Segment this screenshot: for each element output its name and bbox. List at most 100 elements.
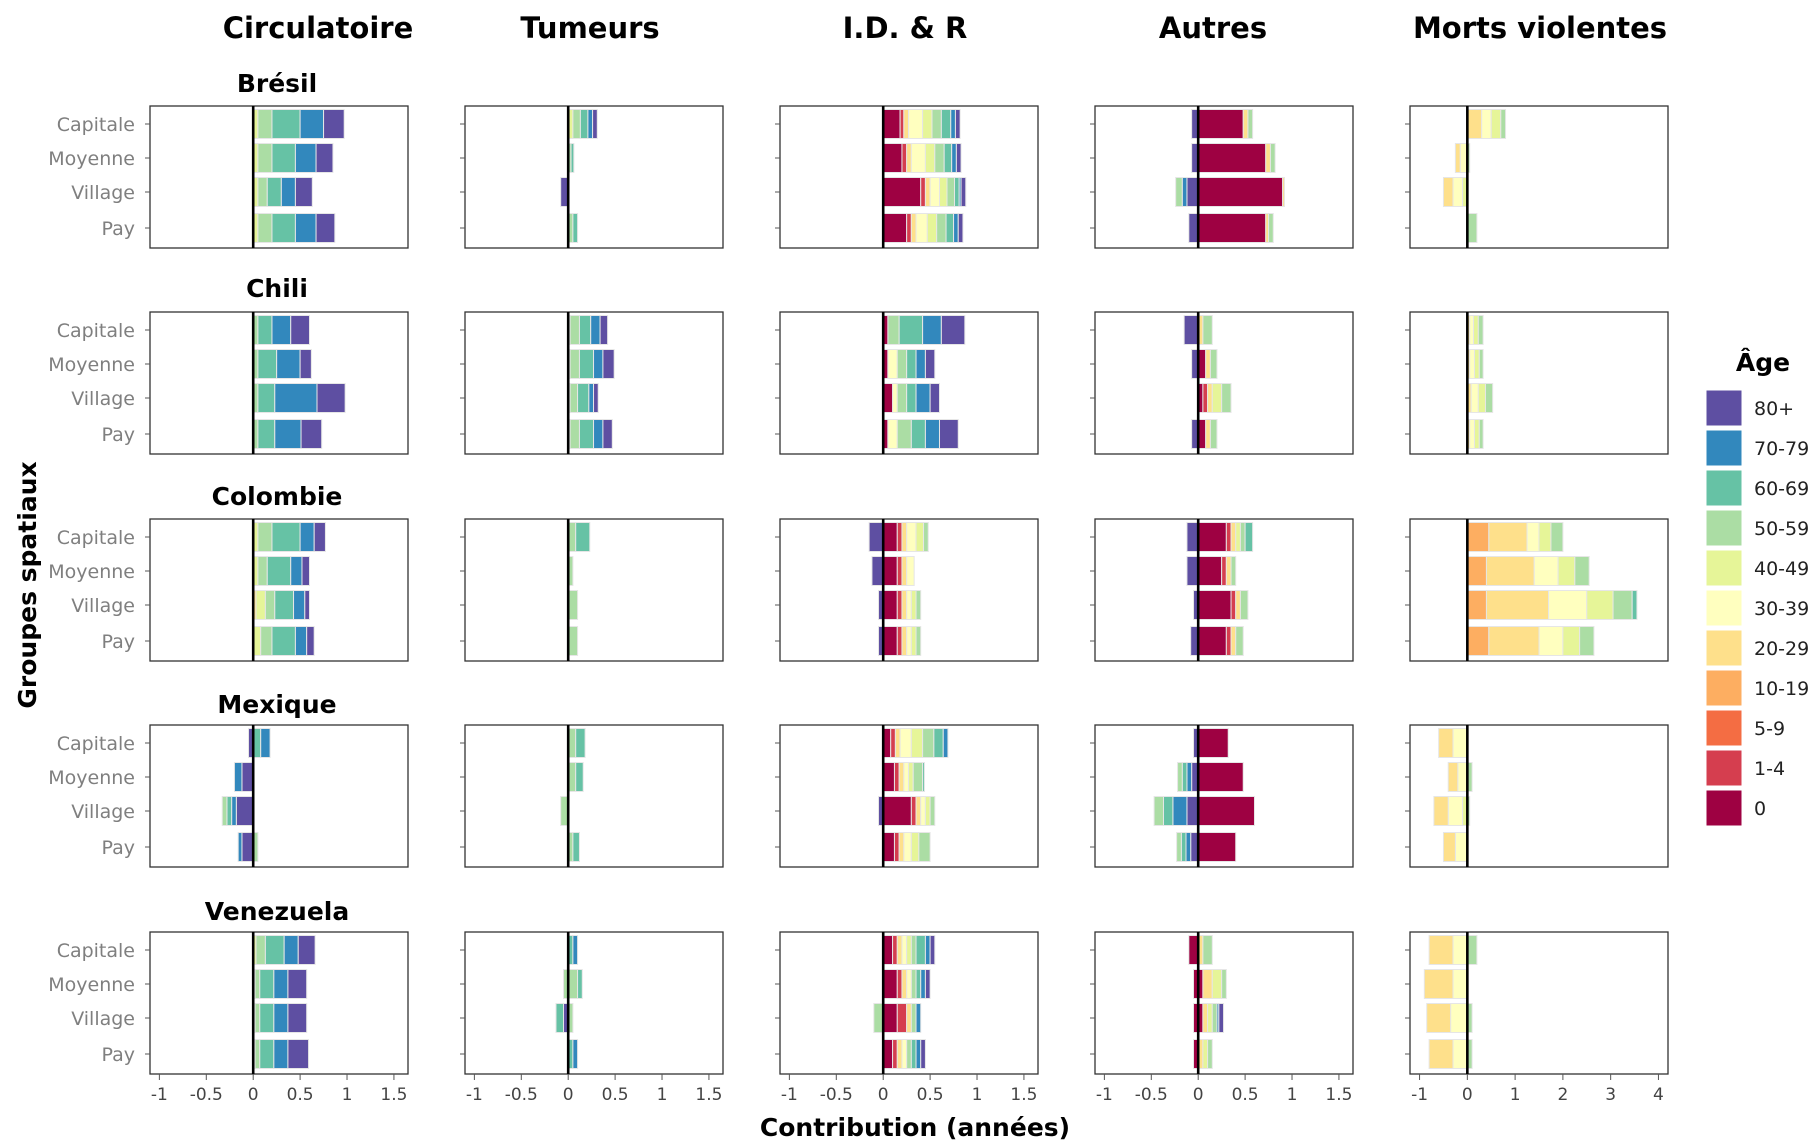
x-tick-label-circulatoire-4: 1: [342, 1085, 353, 1105]
bar-segment-chili-circulatoire-village-age-80: [316, 383, 346, 413]
bar-segment-chili-circulatoire-moyenne-age-80: [299, 349, 312, 379]
bar-segment-chili-i-d-r-moyenne-age-70-79: [915, 349, 926, 379]
bar-segment-bresil-i-d-r-capitale-age-30-39: [908, 109, 924, 139]
bar-segment-colombie-morts-violentes-moyenne-age-10-19: [1466, 556, 1487, 586]
bar-segment-bresil-i-d-r-village-age-40-49: [938, 177, 948, 207]
bar-segment-colombie-circulatoire-village-age-50-59: [264, 590, 276, 620]
bar-segment-venezuela-i-d-r-capitale-age-80: [929, 935, 936, 965]
bar-segment-colombie-autres-capitale-age-0: [1197, 522, 1227, 552]
bar-segment-chili-circulatoire-capitale-age-60-69: [257, 315, 273, 345]
bar-segment-colombie-i-d-r-capitale-age-40-49: [915, 522, 925, 552]
bar-segment-neg-mexique-autres-moyenne-age-60-69: [1181, 762, 1188, 792]
bar-segment-chili-circulatoire-capitale-age-80: [290, 315, 310, 345]
row-title-venezuela: Venezuela: [205, 897, 349, 926]
bar-segment-colombie-morts-violentes-village-age-10-19: [1466, 590, 1487, 620]
bar-segment-colombie-circulatoire-moyenne-age-60-69: [266, 556, 292, 586]
bar-segment-venezuela-i-d-r-capitale-age-30-39: [901, 935, 908, 965]
bar-segment-neg-mexique-autres-village-age-50-59: [1153, 796, 1164, 826]
bar-segment-chili-i-d-r-moyenne-age-60-69: [906, 349, 917, 379]
bar-segment-colombie-autres-capitale-age-40-49: [1235, 522, 1241, 552]
legend-title: Âge: [1736, 348, 1790, 377]
bar-segment-bresil-autres-village-age-20-29: [1282, 177, 1286, 207]
bar-segment-mexique-i-d-r-capitale-age-60-69: [933, 728, 944, 758]
bar-segment-colombie-morts-violentes-pay-age-30-39: [1538, 626, 1564, 656]
bar-segment-venezuela-tumeurs-moyenne-age-60-69: [577, 969, 583, 999]
bar-segment-chili-autres-village-age-40-49: [1211, 383, 1223, 413]
bar-segment-neg-mexique-circulatoire-village-age-50-59: [221, 796, 228, 826]
bar-segment-neg-mexique-autres-moyenne-age-70-79: [1186, 762, 1193, 792]
bar-segment-mexique-i-d-r-pay-age-20-29: [898, 832, 905, 862]
bar-segment-chili-tumeurs-pay-age-60-69: [578, 419, 595, 449]
bar-segment-colombie-autres-capitale-age-50-59: [1239, 522, 1246, 552]
bar-segment-mexique-i-d-r-village-age-40-49: [924, 796, 931, 826]
bar-segment-colombie-i-d-r-moyenne-age-1-4: [896, 556, 903, 586]
bar-segment-chili-i-d-r-capitale-age-50-59: [887, 315, 900, 345]
bar-segment-chili-morts-violentes-capitale-age-50-59: [1477, 315, 1484, 345]
bar-segment-chili-tumeurs-village-age-80: [593, 383, 599, 413]
bar-segment-colombie-morts-violentes-moyenne-age-50-59: [1574, 556, 1590, 586]
panel-chili-circulatoire: [145, 311, 409, 455]
bar-segment-chili-autres-capitale-age-50-59: [1202, 315, 1213, 345]
bar-segment-venezuela-circulatoire-moyenne-age-80: [287, 969, 308, 999]
x-tick-label-circulatoire-1: -0.5: [190, 1085, 223, 1105]
group-label-venezuela-capitale: Capitale: [57, 940, 135, 962]
panel-frame: [464, 931, 724, 1075]
column-title-circulatoire: Circulatoire: [223, 11, 414, 45]
bar-segment-venezuela-circulatoire-village-age-80: [287, 1003, 308, 1033]
row-title-chili: Chili: [246, 274, 308, 303]
bar-segment-neg-venezuela-morts-violentes-moyenne-age-20-29: [1423, 969, 1454, 999]
bar-segment-venezuela-i-d-r-moyenne-age-30-39: [906, 969, 912, 999]
column-title-i-d-r: I.D. & R: [843, 11, 968, 45]
bar-segment-colombie-autres-moyenne-age-0: [1197, 556, 1223, 586]
bar-segment-mexique-i-d-r-moyenne-age-1-4: [893, 762, 900, 792]
bar-segment-venezuela-i-d-r-moyenne-age-80: [924, 969, 931, 999]
bar-segment-chili-autres-pay-age-20-29: [1205, 419, 1211, 449]
bar-segment-venezuela-i-d-r-village-age-20-29: [906, 1003, 912, 1033]
bar-segment-bresil-i-d-r-capitale-age-80: [954, 109, 961, 139]
bar-segment-bresil-circulatoire-village-age-60-69: [266, 177, 282, 207]
bar-segment-neg-mexique-autres-village-age-70-79: [1172, 796, 1188, 826]
bar-segment-neg-mexique-circulatoire-village-age-70-79: [231, 796, 237, 826]
bar-segment-bresil-i-d-r-moyenne-age-40-49: [924, 143, 936, 173]
bar-segment-bresil-circulatoire-village-age-80: [294, 177, 313, 207]
bar-segment-colombie-i-d-r-pay-age-50-59: [915, 626, 922, 656]
bar-segment-chili-morts-violentes-capitale-age-30-39: [1469, 315, 1475, 345]
bar-segment-colombie-morts-violentes-capitale-age-30-39: [1526, 522, 1540, 552]
bar-segment-chili-tumeurs-village-age-70-79: [588, 383, 595, 413]
x-tick-label-morts-violentes-3: 2: [1557, 1085, 1568, 1105]
bar-segment-neg-colombie-autres-capitale-age-80: [1186, 522, 1199, 552]
legend-swatch-40-49: [1705, 549, 1743, 587]
bar-segment-venezuela-circulatoire-village-age-50-59: [254, 1003, 261, 1033]
bar-segment-mexique-i-d-r-village-age-0: [882, 796, 912, 826]
bar-segment-colombie-morts-violentes-moyenne-age-40-49: [1557, 556, 1576, 586]
bar-segment-bresil-morts-violentes-capitale-age-30-39: [1481, 109, 1492, 139]
bar-segment-chili-tumeurs-capitale-age-80: [599, 315, 609, 345]
group-label-bresil-village: Village: [71, 182, 135, 204]
bar-segment-chili-circulatoire-capitale-age-70-79: [271, 315, 292, 345]
panel-frame: [1409, 311, 1669, 455]
bar-segment-colombie-circulatoire-moyenne-age-80: [301, 556, 310, 586]
bar-segment-mexique-i-d-r-capitale-age-20-29: [894, 728, 901, 758]
bar-segment-bresil-i-d-r-village-age-20-29: [924, 177, 931, 207]
bar-segment-colombie-morts-violentes-village-age-30-39: [1548, 590, 1588, 620]
bar-segment-bresil-i-d-r-capitale-age-40-49: [922, 109, 933, 139]
bar-segment-venezuela-i-d-r-pay-age-30-39: [901, 1039, 908, 1069]
legend-label-5-9: 5-9: [1754, 718, 1785, 740]
bar-segment-chili-i-d-r-pay-age-30-39: [887, 419, 898, 449]
bar-segment-chili-i-d-r-moyenne-age-50-59: [896, 349, 908, 379]
bar-segment-colombie-i-d-r-capitale-age-0: [882, 522, 898, 552]
bar-segment-mexique-i-d-r-moyenne-age-60-69: [922, 762, 925, 792]
legend-label-70-79: 70-79: [1754, 438, 1809, 460]
bar-segment-neg-mexique-circulatoire-pay-age-70-79: [237, 832, 243, 862]
panel-colombie-autres: [1090, 518, 1354, 662]
legend-label-0: 0: [1754, 798, 1766, 820]
row-title-bresil: Brésil: [237, 69, 317, 98]
bar-segment-chili-autres-village-age-20-29: [1207, 383, 1213, 413]
x-tick-label-morts-violentes-5: 4: [1653, 1085, 1664, 1105]
bar-segment-chili-circulatoire-village-age-60-69: [257, 383, 276, 413]
bar-segment-bresil-autres-moyenne-age-0: [1197, 143, 1267, 173]
bar-segment-chili-i-d-r-pay-age-50-59: [896, 419, 912, 449]
bar-segment-colombie-i-d-r-pay-age-30-39: [906, 626, 912, 656]
panel-chili-morts-violentes: [1405, 311, 1669, 455]
